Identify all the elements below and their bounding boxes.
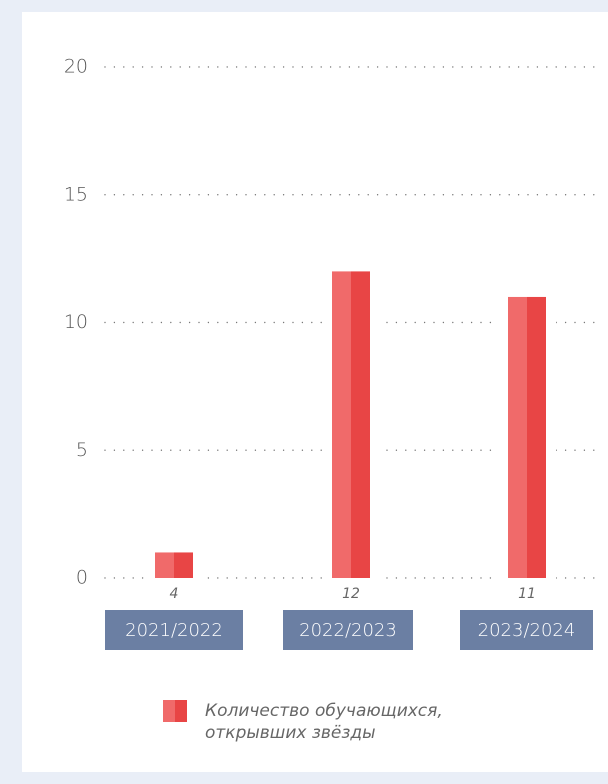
bar [527,296,546,578]
y-tick-label: 15 [64,183,88,205]
category-box [283,610,413,650]
y-tick-label: 5 [76,439,88,461]
legend: Количество обучающихся, открывших звёзды [163,700,505,744]
value-label: 11 [518,586,536,602]
y-tick-label: 20 [64,56,88,78]
value-label: 4 [170,586,179,602]
y-tick-label: 10 [64,311,88,333]
legend-label: Количество обучающихся, открывших звёзды [205,701,443,743]
category-box [460,610,593,650]
bar [351,271,370,578]
x-tick-label: 2021/2022 [125,620,223,641]
bar [174,552,193,578]
y-tick-label: 0 [76,567,88,589]
legend-swatch [163,700,187,722]
x-tick-label: 2023/2024 [478,620,576,641]
bar-light [332,271,351,578]
bar-light [155,552,174,578]
category-box [105,610,243,650]
x-tick-label: 2022/2023 [299,620,397,641]
value-label: 12 [342,586,360,602]
bar-light [508,296,527,578]
